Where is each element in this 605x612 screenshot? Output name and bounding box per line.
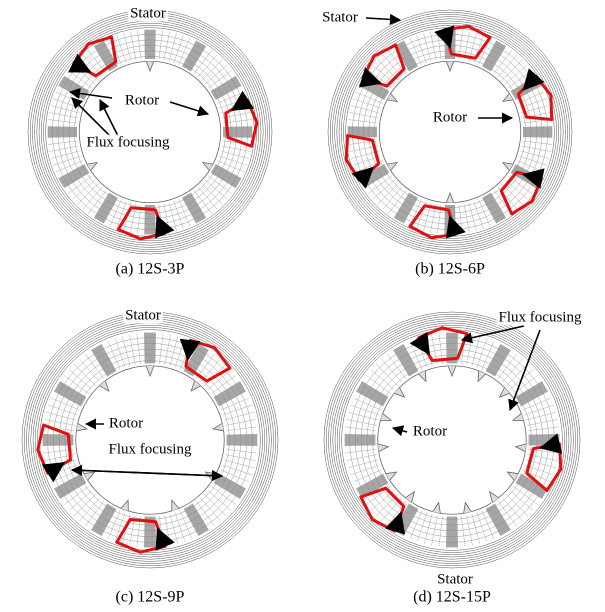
slot-flux [383,187,402,209]
stator-tooth [54,381,86,406]
coil-arrow [399,513,401,518]
stator-tooth [446,517,458,548]
panel-caption: (a) 12S-3P [116,261,185,278]
slot-flux [69,369,92,389]
stator-tooth [359,76,390,100]
annotation-label: Rotor [433,109,467,125]
slot-flux [506,494,528,516]
slot-flux [74,494,96,516]
rotor [379,61,521,203]
stator-tooth [486,504,511,536]
panel-caption: (c) 12S-9P [116,589,185,606]
slot-flux [83,187,102,209]
stator-tooth [211,76,242,100]
coil-arrow [448,42,450,47]
stator-tooth [523,126,552,137]
annotation-label: Flux focusing [109,441,192,457]
stator-tooth [91,504,116,536]
rotor [79,61,221,203]
stator-tooth [144,30,155,59]
stator-tooth [182,193,206,224]
stator-tooth [227,434,258,446]
stator-tooth [393,344,418,376]
figure: StatorRotorFlux focusing(a) 12S-3PStator… [0,0,605,612]
stator-tooth [48,126,77,137]
slot-flux [502,498,522,521]
slot-flux [506,364,528,386]
panel-caption: (d) 12S-15P [413,589,491,606]
stator-tooth [393,504,418,536]
stator-tooth [356,381,388,406]
slot-flux [204,494,226,516]
slot-flux [510,490,533,510]
annotation-label: Rotor [125,92,159,108]
slot-flux [371,369,394,389]
stator-tooth [94,193,118,224]
stator-tooth [211,164,242,188]
slot-flux [74,364,96,386]
annotation-label: Stator [125,307,161,323]
slot-flux [376,364,398,386]
slot-flux [198,55,217,77]
stator-tooth [394,41,418,72]
annotation-label: Flux focusing [499,309,582,325]
stator-tooth [54,474,86,499]
slot-flux [373,180,395,199]
rotor [76,366,224,514]
stator-tooth [214,381,246,406]
stator-tooth [182,41,206,72]
annotation-label: Flux focusing [87,134,170,150]
stator-tooth [184,504,209,536]
motor-panel: Flux focusing Rotor Stator (d) 12S-15P [324,309,584,605]
slot-flux [381,359,401,382]
stator-tooth [144,333,156,364]
stator-tooth [516,381,548,406]
coil-arrow [375,82,380,84]
annotation-label: Rotor [109,415,143,431]
stator-tooth [59,164,90,188]
stator-tooth [59,76,90,100]
stator-tooth [356,474,388,499]
coil-arrow [158,529,160,534]
slot-flux [502,359,522,382]
panel-caption: (b) 12S-6P [415,261,485,278]
slot-flux [79,359,99,382]
stator-tooth [91,344,116,376]
motor-panel: Stator Rotor (b) 12S-6P [320,9,572,277]
slot-flux [78,184,99,205]
coil-arrow [524,175,529,176]
slot-flux [79,498,99,521]
slot-flux [502,60,523,81]
slot-flux [205,65,227,84]
slot-flux [200,498,220,521]
slot-flux [69,490,92,510]
coil-arrow [157,217,159,222]
slot-flux [202,60,223,81]
stator-tooth [214,474,246,499]
annotation-label: Stator [322,9,358,25]
annotation-label: Stator [437,571,473,587]
coil-arrow [188,353,189,358]
motor-panel: Stator Rotor Flux focusing (a) 12S-3P [28,5,272,277]
stator-tooth [486,344,511,376]
slot-flux [202,184,223,205]
slot-flux [73,180,95,199]
slot-flux [205,180,227,199]
annotation-label: Stator [130,5,166,21]
slot-flux [378,184,399,205]
annotation-label: Rotor [413,423,447,439]
slot-flux [498,55,517,77]
slot-flux [208,490,231,510]
slot-flux [198,187,217,209]
coil-arrow [85,69,90,71]
motor-panel: Stator Rotor Flux focusing (c) 12S-9P [22,307,278,605]
coil-arrow [541,447,546,448]
slot-flux [505,65,527,84]
annotation-arrow [366,18,400,20]
coil-arrow [450,217,452,222]
stator-tooth [345,434,376,446]
